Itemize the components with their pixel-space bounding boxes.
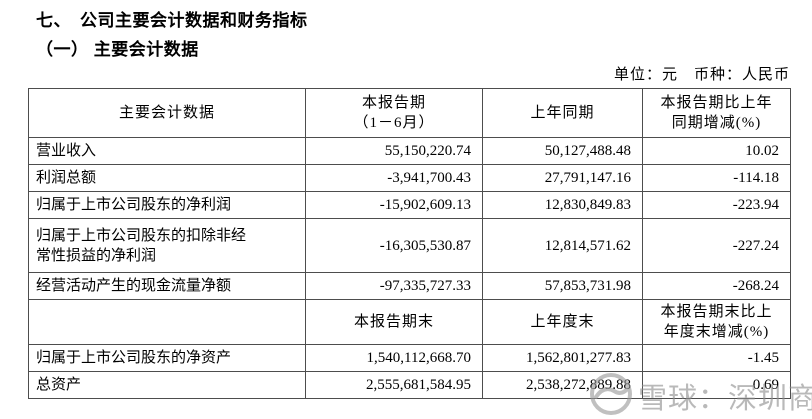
header-period-end: 本报告期末 [305,299,483,345]
unit-currency-note: 单位：元 币种：人民币 [613,67,790,83]
row-prior-value: 27,791,147.16 [482,164,643,192]
section-title: 七、 公司主要会计数据和财务指标 [36,11,308,30]
row-label: 归属于上市公司股东的净资产 [28,344,306,372]
row-label: 归属于上市公司股东的扣除非经常性损益的净利润 [28,218,306,273]
row-current-value: -16,305,530.87 [305,218,483,273]
row-change-value: 10.02 [642,137,791,165]
row-prior-value: 12,830,849.83 [482,191,643,219]
row-label: 总资产 [28,371,306,399]
row-prior-value: 1,562,801,277.83 [482,344,643,372]
key-accounting-data-table: 主要会计数据 本报告期 （1－6月） 上年同期 本报告期比上年 同期增减(%) … [28,88,791,399]
header-current-period: 本报告期 （1－6月） [305,88,483,138]
header-indicator: 主要会计数据 [28,88,306,138]
row-current-value: -15,902,609.13 [305,191,483,219]
row-label: 经营活动产生的现金流量净额 [28,272,306,300]
title-block: 七、 公司主要会计数据和财务指标 （一） 主要会计数据 [36,8,812,63]
subsection-title: （一） 主要会计数据 [36,40,199,59]
row-current-value: -3,941,700.43 [305,164,483,192]
row-current-value: 55,150,220.74 [305,137,483,165]
row-prior-value: 12,814,571.62 [482,218,643,273]
row-change-value: -223.94 [642,191,791,219]
table-row: 总资产 2,555,681,584.95 2,538,272,889.88 0.… [28,371,791,399]
row-current-value: -97,335,727.33 [305,272,483,300]
header-prior-period: 上年同期 [482,88,643,138]
row-prior-value: 50,127,488.48 [482,137,643,165]
row-label: 归属于上市公司股东的净利润 [28,191,306,219]
row-label: 营业收入 [28,137,306,165]
header-prior-year-end: 上年度末 [482,299,643,345]
table-row: 利润总额 -3,941,700.43 27,791,147.16 -114.18 [28,164,791,192]
row-change-value: 0.69 [642,371,791,399]
header-empty-cell [28,299,306,345]
row-change-value: -114.18 [642,164,791,192]
row-current-value: 1,540,112,668.70 [305,344,483,372]
table-row: 经营活动产生的现金流量净额 -97,335,727.33 57,853,731.… [28,272,791,300]
header-change-pct: 本报告期比上年 同期增减(%) [642,88,791,138]
row-current-value: 2,555,681,584.95 [305,371,483,399]
table-row: 归属于上市公司股东的净利润 -15,902,609.13 12,830,849.… [28,191,791,219]
row-prior-value: 57,853,731.98 [482,272,643,300]
row-change-value: -1.45 [642,344,791,372]
table-row: 营业收入 55,150,220.74 50,127,488.48 10.02 [28,137,791,165]
row-change-value: -227.24 [642,218,791,273]
table-row: 归属于上市公司股东的净资产 1,540,112,668.70 1,562,801… [28,344,791,372]
row-label: 利润总额 [28,164,306,192]
header-end-change-pct: 本报告期末比上 年度末增减(%) [642,299,791,345]
table-header-period: 主要会计数据 本报告期 （1－6月） 上年同期 本报告期比上年 同期增减(%) [28,88,791,138]
row-change-value: -268.24 [642,272,791,300]
table-header-balance: 本报告期末 上年度末 本报告期末比上 年度末增减(%) [28,299,791,345]
row-prior-value: 2,538,272,889.88 [482,371,643,399]
table-row: 归属于上市公司股东的扣除非经常性损益的净利润 -16,305,530.87 12… [28,218,791,273]
